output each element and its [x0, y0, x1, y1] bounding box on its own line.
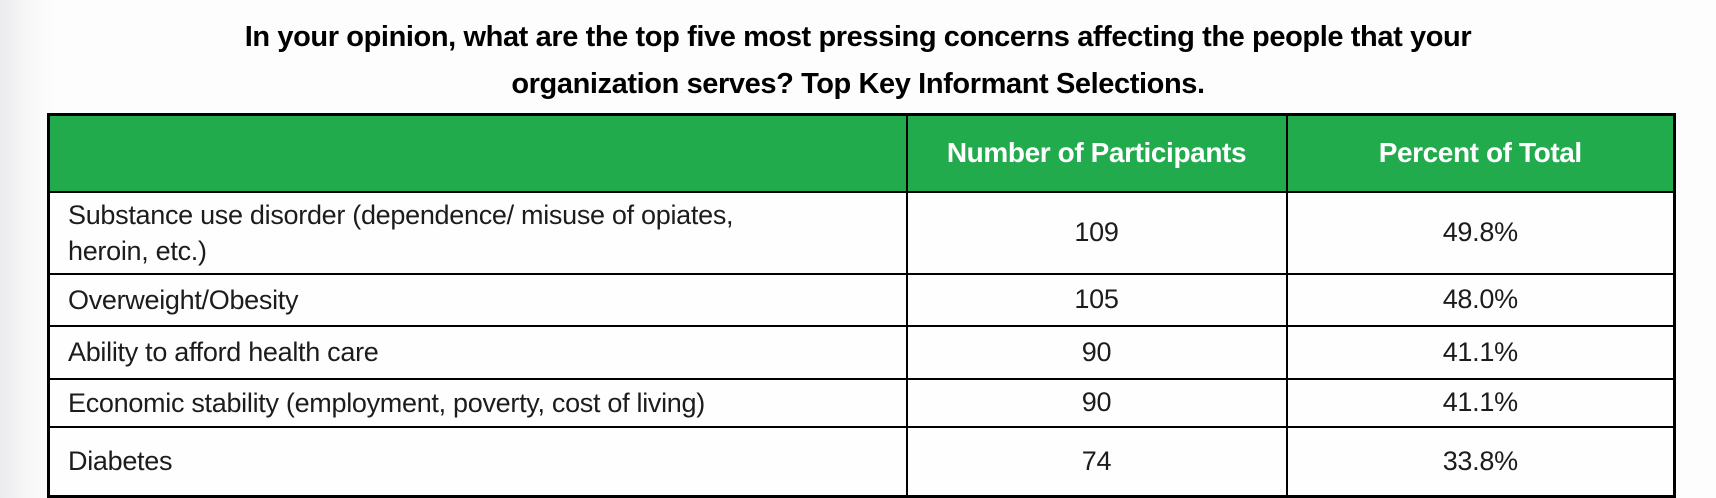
- concern-label: Overweight/Obesity: [47, 272, 908, 327]
- table-row: Ability to afford health care 90 41.1%: [47, 324, 1676, 380]
- percent-value: 49.8%: [1285, 190, 1676, 275]
- participants-value: 105: [905, 272, 1288, 327]
- table-row: Substance use disorder (dependence/ misu…: [47, 190, 1676, 275]
- concern-label: Economic stability (employment, poverty,…: [47, 377, 908, 428]
- key-informant-concerns-table: Number of Participants Percent of Total …: [47, 113, 1676, 498]
- header-cell-concern: [47, 113, 908, 193]
- table-row: Diabetes 74 33.8%: [47, 425, 1676, 498]
- concern-label: Substance use disorder (dependence/ misu…: [47, 190, 908, 275]
- header-cell-percent: Percent of Total: [1285, 113, 1676, 193]
- participants-value: 74: [905, 425, 1288, 498]
- percent-value: 48.0%: [1285, 272, 1676, 327]
- participants-value: 90: [905, 377, 1288, 428]
- concern-label: Ability to afford health care: [47, 324, 908, 380]
- table-row: Economic stability (employment, poverty,…: [47, 377, 1676, 428]
- participants-value: 109: [905, 190, 1288, 275]
- table-header-row: Number of Participants Percent of Total: [47, 113, 1676, 193]
- percent-value: 41.1%: [1285, 377, 1676, 428]
- concern-label: Diabetes: [47, 425, 908, 498]
- percent-value: 33.8%: [1285, 425, 1676, 498]
- table-row: Overweight/Obesity 105 48.0%: [47, 272, 1676, 327]
- percent-value: 41.1%: [1285, 324, 1676, 380]
- participants-value: 90: [905, 324, 1288, 380]
- page-title: In your opinion, what are the top five m…: [244, 21, 1472, 100]
- header-cell-participants: Number of Participants: [905, 113, 1288, 193]
